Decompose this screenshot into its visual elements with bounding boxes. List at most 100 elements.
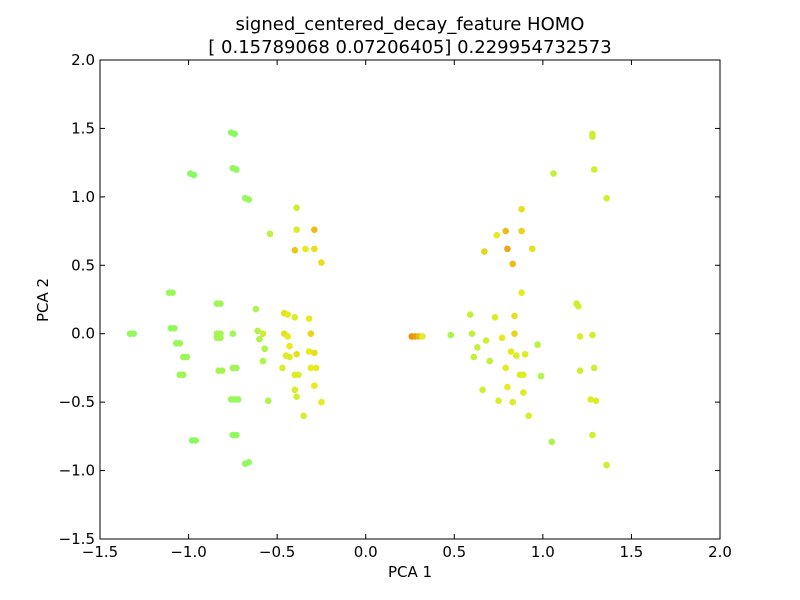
scatter-point — [518, 227, 525, 235]
scatter-point — [259, 357, 267, 365]
scatter-point — [284, 311, 292, 318]
scatter-point — [509, 260, 517, 268]
scatter-point — [589, 331, 596, 339]
y-axis-label: PCA 2 — [34, 278, 52, 322]
scatter-point — [254, 327, 261, 335]
scatter-point — [256, 335, 263, 343]
y-tick-label: −1.5 — [59, 530, 95, 548]
scatter-point — [231, 130, 238, 138]
scatter-point — [293, 350, 300, 358]
scatter-point — [183, 353, 191, 361]
scatter-point — [509, 398, 517, 406]
x-tick-label: 1.0 — [531, 543, 555, 561]
scatter-point — [264, 397, 272, 405]
scatter-point — [518, 289, 525, 296]
scatter-point — [318, 259, 325, 266]
scatter-point — [521, 350, 529, 358]
scatter-point — [590, 166, 598, 173]
scatter-point — [537, 372, 545, 380]
scatter-point — [318, 398, 325, 406]
scatter-point — [493, 231, 501, 239]
scatter-point — [590, 364, 598, 372]
scatter-point — [574, 303, 582, 310]
scatter-point — [286, 342, 293, 350]
scatter-point — [245, 459, 253, 466]
scatter-point — [311, 382, 318, 390]
scatter-point — [548, 438, 556, 446]
chart-subtitle: [ 0.15789068 0.07206405] 0.229954732573 — [208, 37, 611, 58]
scatter-point — [470, 353, 478, 361]
scatter-point — [291, 386, 299, 394]
scatter-point — [518, 205, 525, 213]
scatter-point — [525, 412, 532, 420]
scatter-point — [233, 431, 240, 439]
scatter-point — [504, 383, 511, 391]
scatter-point — [291, 313, 299, 321]
scatter-point — [447, 331, 455, 339]
scatter-point — [245, 196, 253, 203]
scatter-point — [311, 349, 318, 357]
x-tick-label: 0.0 — [354, 543, 378, 561]
scatter-point — [192, 437, 199, 444]
scatter-point — [466, 311, 474, 318]
scatter-point — [534, 341, 541, 348]
scatter-point — [279, 364, 286, 372]
scatter-point — [176, 339, 184, 347]
scatter-point — [300, 412, 308, 420]
scatter-point — [491, 313, 499, 321]
scatter-point — [512, 352, 520, 359]
scatter-point — [550, 170, 557, 177]
scatter-point — [576, 333, 584, 340]
scatter-point — [261, 345, 269, 353]
scatter-point — [293, 204, 300, 212]
scatter-point — [502, 364, 509, 372]
scatter-point — [305, 315, 313, 322]
scatter-point — [589, 133, 596, 140]
scatter-point — [520, 371, 527, 379]
scatter-point — [474, 344, 481, 351]
scatter-point — [295, 371, 302, 379]
scatter-point — [130, 330, 137, 338]
scatter-point — [233, 166, 240, 173]
y-tick-label: 2.0 — [71, 51, 95, 69]
scatter-point — [589, 431, 596, 439]
scatter-point — [291, 246, 299, 254]
scatter-point — [592, 397, 600, 405]
scatter-point — [229, 330, 237, 338]
scatter-point — [507, 348, 515, 355]
x-axis-label: PCA 1 — [388, 563, 432, 581]
scatter-point — [511, 330, 518, 338]
scatter-point — [482, 337, 490, 344]
scatter-point — [234, 396, 242, 403]
scatter-point — [511, 312, 518, 320]
scatter-point — [217, 300, 224, 307]
scatter-point — [302, 245, 309, 253]
scatter-point — [419, 333, 426, 340]
scatter-point — [603, 194, 610, 202]
y-tick-label: −0.5 — [59, 393, 95, 411]
scatter-point — [312, 364, 320, 372]
scatter-point — [190, 171, 198, 179]
scatter-point — [259, 330, 267, 338]
y-tick-label: −1.0 — [59, 462, 95, 480]
scatter-point — [266, 230, 274, 238]
scatter-point — [481, 248, 488, 255]
y-tick-label: 0.0 — [71, 325, 95, 343]
data-points — [126, 129, 610, 469]
chart-title: signed_centered_decay_feature HOMO — [236, 14, 585, 35]
scatter-point — [284, 333, 292, 340]
y-tick-label: 0.5 — [71, 256, 95, 274]
scatter-point — [307, 330, 315, 338]
scatter-point — [218, 367, 226, 374]
plot-area-frame — [99, 59, 721, 540]
axis-ticks: −1.5 −1.0 −0.5 0.0 0.5 1.0 1.5 2.0 −1.5 −1.0 −0.5 0… — [59, 51, 732, 561]
x-tick-label: −1.0 — [170, 543, 206, 561]
x-tick-label: −1.5 — [82, 543, 118, 561]
scatter-point — [576, 367, 584, 374]
scatter-point — [233, 364, 240, 372]
scatter-point — [486, 357, 494, 365]
x-tick-label: −0.5 — [259, 543, 295, 561]
scatter-point — [311, 226, 318, 234]
